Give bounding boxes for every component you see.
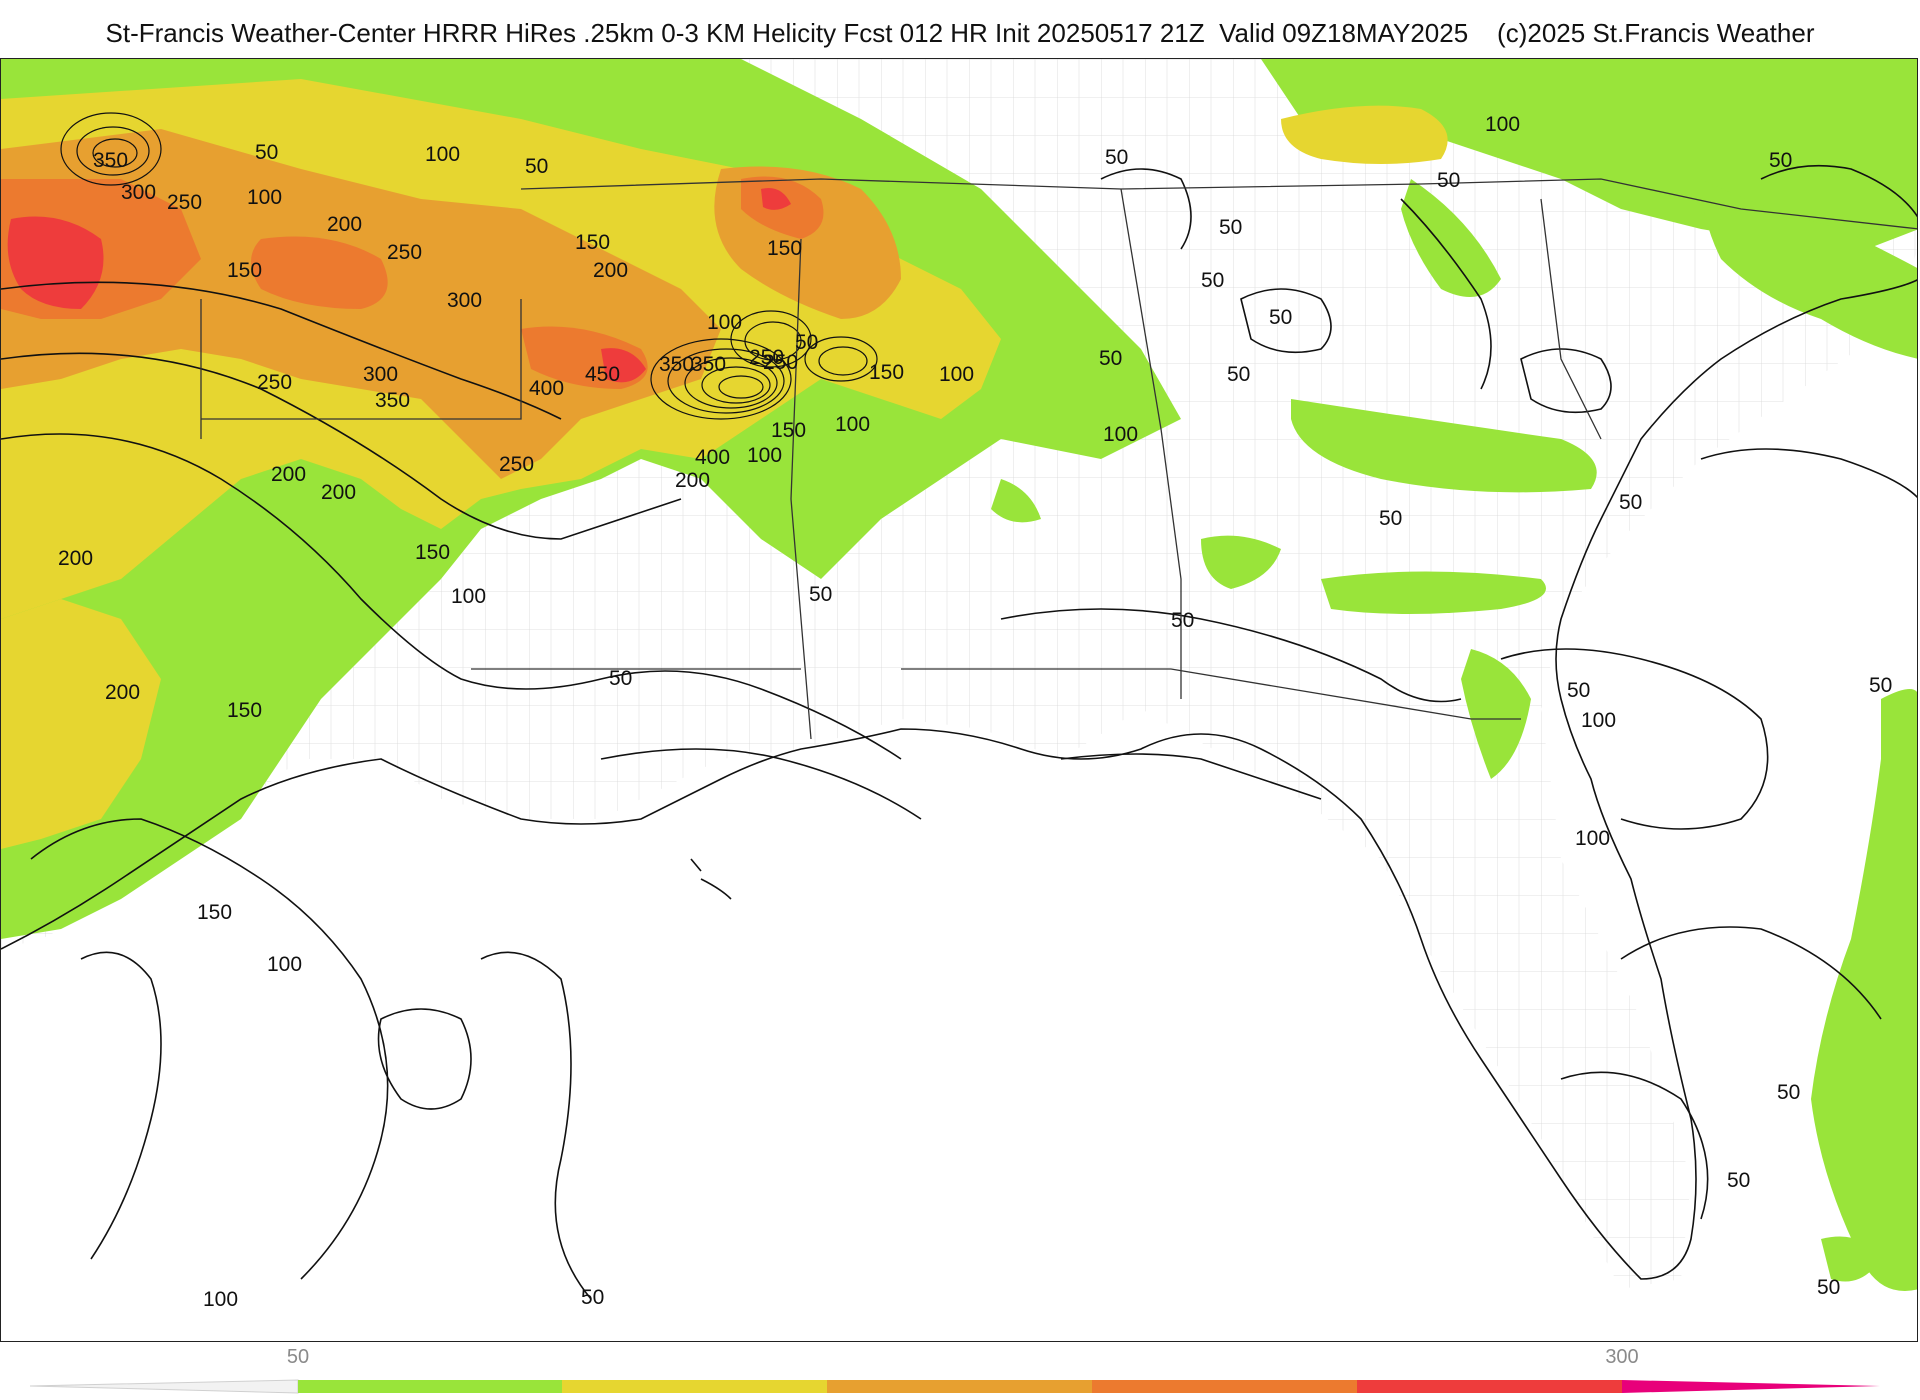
contour-label: 300 <box>363 363 398 386</box>
contour-label: 100 <box>425 143 460 166</box>
contour-label: 250 <box>387 241 422 264</box>
contour-label: 100 <box>747 444 782 467</box>
contour-label: 50 <box>795 331 818 354</box>
contour-label: 250 <box>257 371 292 394</box>
contour-label: 100 <box>1103 423 1138 446</box>
colorbar-segment <box>827 1380 1092 1393</box>
contour-label: 150 <box>415 541 450 564</box>
helicity-contour-cluster <box>60 112 878 420</box>
contour-label: 100 <box>1581 709 1616 732</box>
contour-label: 50 <box>1769 149 1792 172</box>
contour-label: 100 <box>707 311 742 334</box>
contour-label: 250 <box>749 346 784 369</box>
contour-label: 150 <box>227 699 262 722</box>
contour-label: 50 <box>609 667 632 690</box>
coastlines <box>1 279 1917 1280</box>
contour-label: 100 <box>1575 827 1610 850</box>
contour-label: 50 <box>1437 169 1460 192</box>
contour-label: 200 <box>593 259 628 282</box>
helicity-map: 350 300 250 50 100 200 150 250 300 100 5… <box>1 59 1917 1311</box>
contour-label: 100 <box>203 1288 238 1311</box>
contour-label: 200 <box>675 469 710 492</box>
colorbar-segment <box>1092 1380 1357 1393</box>
contour-label: 150 <box>575 231 610 254</box>
contour-label: 100 <box>247 186 282 209</box>
contour-label: 50 <box>1099 347 1122 370</box>
map-panel[interactable]: 350 300 250 50 100 200 150 250 300 100 5… <box>0 58 1918 1342</box>
contour-label: 50 <box>1817 1276 1840 1299</box>
contour-label: 150 <box>767 237 802 260</box>
contour-label: 200 <box>271 463 306 486</box>
contour-label: 50 <box>1201 269 1224 292</box>
contour-label: 200 <box>105 681 140 704</box>
contour-label: 250 <box>167 191 202 214</box>
colorbar-tick-label: 300 <box>1605 1346 1639 1368</box>
colorbar-segment <box>562 1380 827 1393</box>
contour-label: 100 <box>267 953 302 976</box>
contour-label: 200 <box>321 481 356 504</box>
contour-label: 100 <box>835 413 870 436</box>
contour-label: 100 <box>1485 113 1520 136</box>
contour-label: 350 <box>375 389 410 412</box>
helicity-contours <box>1 164 1917 1300</box>
contour-label: 50 <box>1379 507 1402 530</box>
contour-label: 250 <box>499 453 534 476</box>
contour-label: 200 <box>58 547 93 570</box>
contour-label: 150 <box>197 901 232 924</box>
state-boundaries <box>200 178 1917 740</box>
contour-label: 50 <box>809 583 832 606</box>
contour-label: 350 <box>659 353 694 376</box>
contour-label: 300 <box>121 181 156 204</box>
contour-label: 50 <box>1727 1169 1750 1192</box>
contour-label: 400 <box>695 446 730 469</box>
contour-label: 400 <box>529 377 564 400</box>
contour-label: 150 <box>771 419 806 442</box>
contour-label: 250 <box>763 351 798 374</box>
colorbar-graphic <box>29 1379 1880 1394</box>
colorbar-tick-label: 50 <box>286 1346 310 1368</box>
contour-label: 50 <box>1227 363 1250 386</box>
contour-label: 50 <box>1777 1081 1800 1104</box>
contour-label: 50 <box>1269 306 1292 329</box>
contour-label: 200 <box>327 213 362 236</box>
contour-label: 50 <box>1219 216 1242 239</box>
contour-label: 150 <box>227 259 262 282</box>
contour-label: 300 <box>447 289 482 312</box>
contour-label: 50 <box>255 141 278 164</box>
map-title: St-Francis Weather-Center HRRR HiRes .25… <box>105 17 1815 48</box>
contour-label: 50 <box>581 1286 604 1309</box>
contour-label: 50 <box>1869 674 1892 697</box>
contour-label: 50 <box>1105 146 1128 169</box>
contour-label: 100 <box>451 585 486 608</box>
colorbar-right-tip <box>1622 1380 1880 1393</box>
colorbar-left-tip <box>29 1379 299 1394</box>
colorbar-segment <box>298 1380 562 1393</box>
colorbar: 50 300 <box>0 1342 1920 1400</box>
contour-label: 350 <box>93 149 128 172</box>
contour-labels: 350 300 250 50 100 200 150 250 300 100 5… <box>58 113 1892 1311</box>
contour-label: 50 <box>1567 679 1590 702</box>
contour-label: 150 <box>869 361 904 384</box>
contour-label: 100 <box>939 363 974 386</box>
contour-label: 450 <box>585 363 620 386</box>
colorbar-segment <box>1357 1380 1622 1393</box>
contour-label: 50 <box>525 155 548 178</box>
contour-label: 350 <box>691 353 726 376</box>
contour-label: 50 <box>1619 491 1642 514</box>
contour-label: 50 <box>1171 609 1194 632</box>
